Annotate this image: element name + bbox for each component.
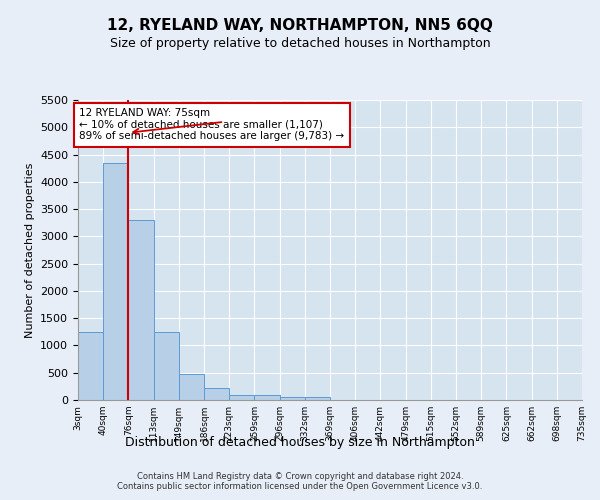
Text: Size of property relative to detached houses in Northampton: Size of property relative to detached ho… [110, 38, 490, 51]
Bar [78, 332, 103, 400]
Bar [128, 220, 154, 400]
Bar [154, 332, 179, 400]
Y-axis label: Number of detached properties: Number of detached properties [25, 162, 35, 338]
Bar [179, 374, 204, 400]
Bar [204, 388, 229, 400]
Bar [305, 397, 330, 400]
Bar [254, 395, 280, 400]
Text: 12, RYELAND WAY, NORTHAMPTON, NN5 6QQ: 12, RYELAND WAY, NORTHAMPTON, NN5 6QQ [107, 18, 493, 32]
Text: 12 RYELAND WAY: 75sqm
← 10% of detached houses are smaller (1,107)
89% of semi-d: 12 RYELAND WAY: 75sqm ← 10% of detached … [79, 108, 344, 142]
Text: Contains HM Land Registry data © Crown copyright and database right 2024.
Contai: Contains HM Land Registry data © Crown c… [118, 472, 482, 491]
Bar [229, 395, 254, 400]
Bar [280, 396, 305, 400]
Bar [103, 162, 128, 400]
Text: Distribution of detached houses by size in Northampton: Distribution of detached houses by size … [125, 436, 475, 449]
